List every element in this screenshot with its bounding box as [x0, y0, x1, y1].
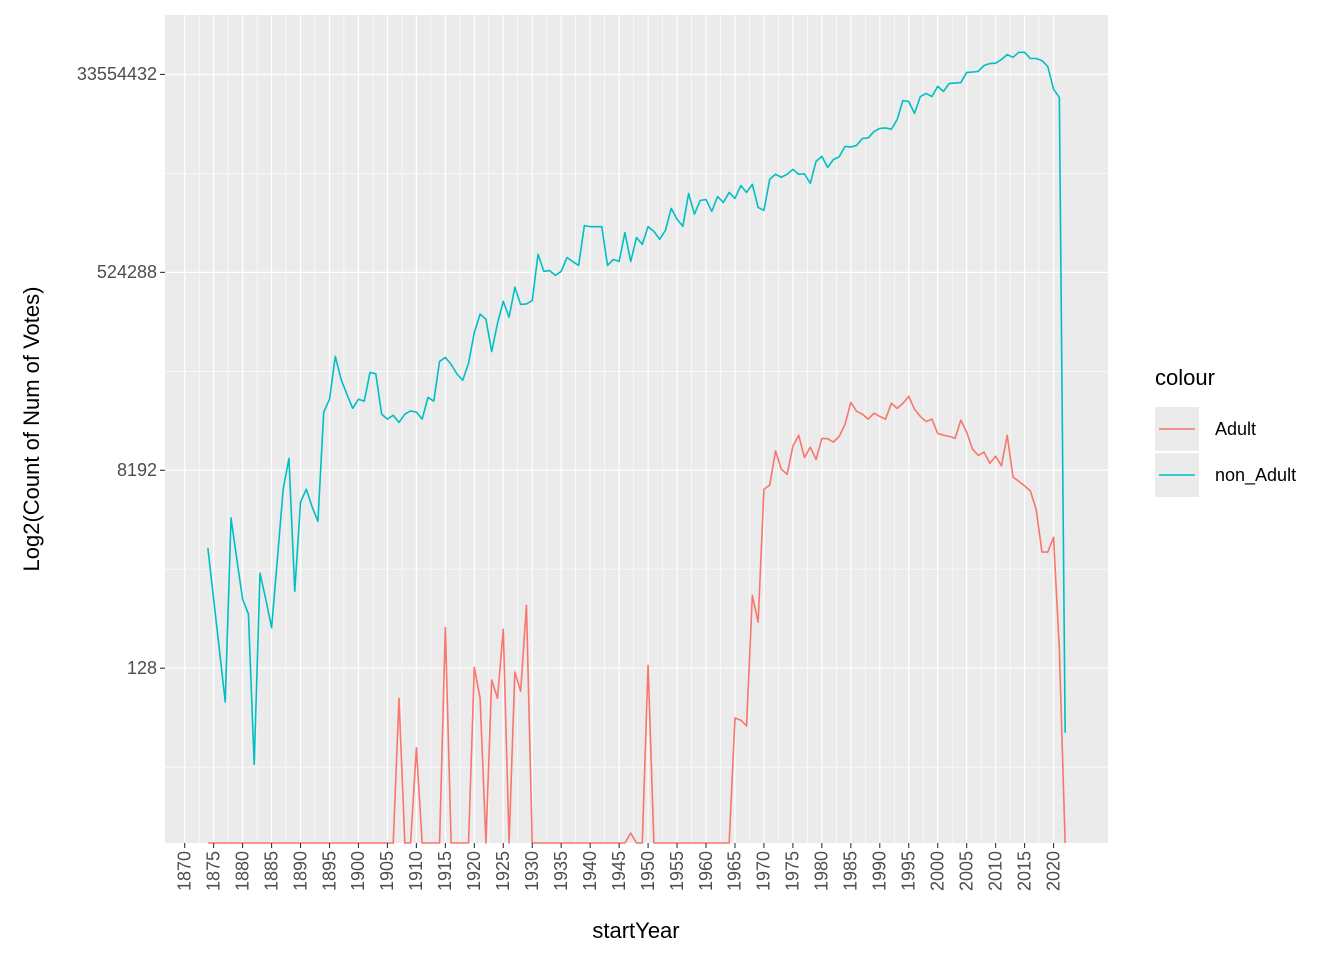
legend-title: colour	[1155, 365, 1215, 390]
x-tick-label: 1945	[609, 851, 629, 891]
y-tick-label: 524288	[97, 262, 157, 282]
x-tick-label: 1990	[870, 851, 890, 891]
x-tick-label: 1885	[261, 851, 281, 891]
y-tick-label: 33554432	[77, 64, 157, 84]
x-tick-label: 1985	[841, 851, 861, 891]
y-axis-title: Log2(Count of Num of Votes)	[19, 287, 44, 572]
grid	[165, 15, 1108, 843]
x-tick-label: 1935	[551, 851, 571, 891]
x-tick-label: 1970	[754, 851, 774, 891]
x-tick-label: 1905	[377, 851, 397, 891]
x-tick-label: 1880	[232, 851, 252, 891]
axes: 128 8192 524288 33554432 1870 1875 1880 1885 189…	[77, 64, 1063, 891]
x-tick-label: 1955	[667, 851, 687, 891]
x-tick-label: 1975	[783, 851, 803, 891]
x-tick-label: 1900	[348, 851, 368, 891]
x-tick-label: 2005	[956, 851, 976, 891]
x-tick-label: 2000	[927, 851, 947, 891]
line	[207, 395, 1066, 844]
x-tick-label: 1950	[638, 851, 658, 891]
x-tick-label: 1910	[406, 851, 426, 891]
x-axis-title: startYear	[592, 918, 679, 943]
x-tick-label: 2015	[1014, 851, 1034, 891]
x-tick-label: 1960	[696, 851, 716, 891]
x-tick-label: 2010	[985, 851, 1005, 891]
legend-label: non_Adult	[1215, 465, 1296, 486]
legend: colour Adult non_Adult	[1155, 365, 1296, 497]
x-tick-label: 1925	[493, 851, 513, 891]
legend-label: Adult	[1215, 419, 1256, 439]
x-tick-label: 1965	[725, 851, 745, 891]
x-tick-label: 1940	[580, 851, 600, 891]
x-tick-label: 2020	[1043, 851, 1063, 891]
x-tick-label: 1870	[174, 851, 194, 891]
y-tick-label: 8192	[117, 460, 157, 480]
x-tick-label: 1920	[464, 851, 484, 891]
line	[207, 51, 1066, 766]
x-tick-label: 1890	[290, 851, 310, 891]
lines	[207, 51, 1066, 844]
x-tick-label: 1875	[203, 851, 223, 891]
x-tick-label: 1995	[898, 851, 918, 891]
x-tick-label: 1980	[812, 851, 832, 891]
y-tick-label: 128	[127, 658, 157, 678]
x-tick-label: 1915	[435, 851, 455, 891]
x-tick-label: 1930	[522, 851, 542, 891]
x-tick-label: 1895	[319, 851, 339, 891]
